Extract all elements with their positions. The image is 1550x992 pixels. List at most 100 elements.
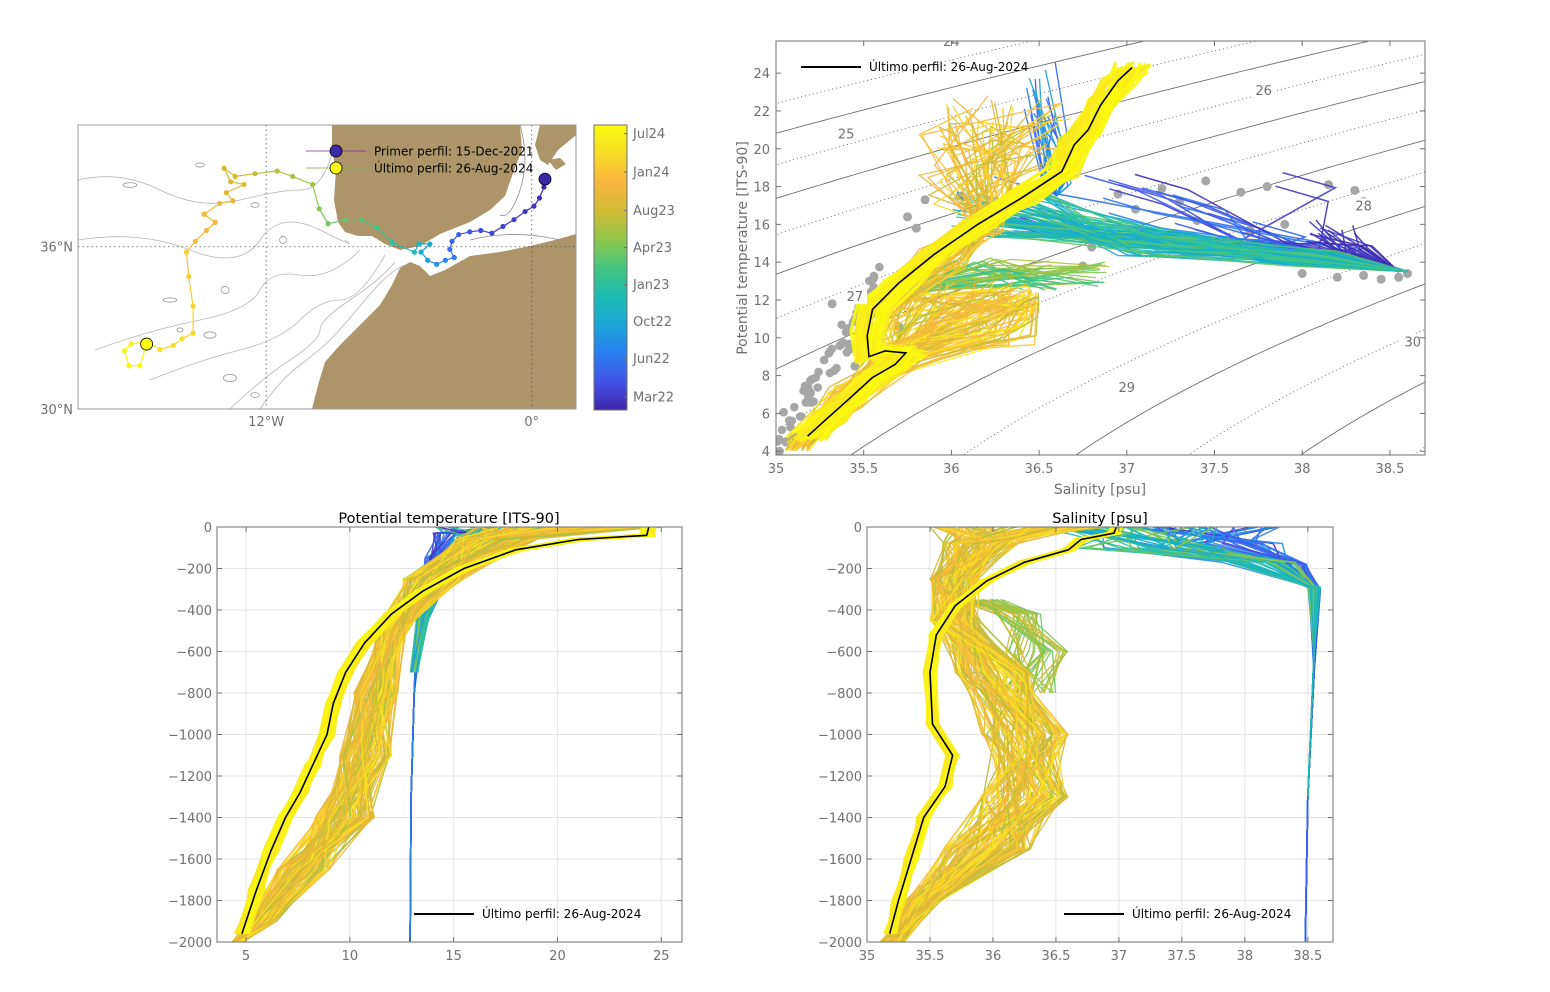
- depth-profile: [898, 527, 1073, 942]
- balearic-land: [548, 158, 566, 170]
- isopycnal-label-bg: [1114, 379, 1139, 395]
- profile-location: [241, 181, 247, 188]
- ts-axes: 35 35.5 36 36.5 37 37.5 38 38.54681012141618202…: [753, 41, 1425, 477]
- legend-last-marker: [329, 161, 343, 175]
- profile-location: [418, 249, 424, 255]
- legend-label: Último perfil: 26-Aug-2024: [482, 906, 641, 921]
- salinity-title: Salinity [psu]: [1052, 511, 1148, 527]
- isopycnal-label-bg: [1251, 83, 1276, 99]
- ts-x-tick-label: 36: [943, 462, 960, 477]
- profile-location: [170, 342, 176, 349]
- profile-location: [451, 254, 457, 261]
- temperature-legend: Último perfil: 26-Aug-2024: [414, 906, 641, 921]
- isopycnal-label-bg: [834, 126, 859, 142]
- ts-ylabel: Potential temperature [ITS-90]: [735, 141, 751, 355]
- x-tick-label: 25: [653, 949, 670, 964]
- last-profile-line: [888, 527, 1118, 934]
- y-tick-label: 0: [204, 521, 212, 536]
- track-segment: [185, 252, 190, 277]
- climatology-point: [803, 397, 813, 407]
- last-profile-line: [807, 66, 1133, 437]
- y-tick-label: −400: [176, 604, 212, 619]
- ts-profile: [1056, 209, 1408, 273]
- map-x-tick-label: 0°: [524, 415, 539, 430]
- ts-profile: [975, 207, 1408, 273]
- isopycnal-line: [776, 53, 1425, 236]
- ts-y-tick-label: 20: [753, 143, 770, 158]
- profile-location: [223, 190, 229, 196]
- depth-profile: [896, 527, 1025, 942]
- profile-location: [449, 238, 455, 244]
- climatology-point: [776, 434, 784, 444]
- profile-location: [310, 181, 316, 188]
- climatology-point: [824, 349, 833, 358]
- ts-profile: [1353, 232, 1400, 273]
- ts-profile: [1034, 210, 1408, 273]
- climatology-point: [806, 388, 816, 398]
- ts-x-tick-label: 38.5: [1375, 462, 1404, 477]
- colorbar-tick-label: Jan24: [632, 166, 670, 181]
- ts-y-tick-label: 10: [753, 332, 770, 347]
- float-track: [121, 165, 552, 369]
- ts-y-tick-label: 22: [753, 105, 770, 120]
- profile-location: [531, 203, 537, 209]
- climatology-point: [1262, 182, 1272, 192]
- ts-profile: [991, 222, 1408, 273]
- y-tick-label: −1200: [818, 770, 862, 785]
- y-tick-label: −200: [176, 563, 212, 578]
- climatology-point: [786, 422, 795, 432]
- colorbar-tick-label: Jan23: [632, 278, 670, 293]
- seamount-contour: [195, 162, 205, 168]
- track-segment: [312, 184, 320, 210]
- climatology-point: [1350, 185, 1360, 195]
- profile-location: [358, 217, 364, 223]
- x-tick-label: 15: [445, 949, 462, 964]
- ts-y-tick-label: 4: [762, 445, 770, 460]
- climatology-point: [1394, 272, 1404, 282]
- profile-location: [217, 200, 223, 207]
- profile-location: [433, 261, 440, 267]
- bathymetry-contour: [149, 254, 386, 381]
- seamount-contour: [176, 327, 184, 333]
- climatology-point: [1359, 270, 1369, 280]
- profile-location: [478, 227, 484, 234]
- profile-location: [290, 173, 296, 179]
- colorbar-tick-label: Oct22: [633, 315, 672, 330]
- climatology-point: [799, 386, 808, 396]
- depth-profile: [235, 527, 495, 942]
- ts-profile: [887, 258, 1110, 290]
- profile-location: [121, 348, 128, 354]
- depth-profile: [884, 527, 1061, 942]
- colorbar-gradient: [593, 124, 628, 411]
- y-tick-label: −400: [826, 604, 862, 619]
- profile-location: [489, 230, 495, 236]
- ts-y-tick-label: 16: [753, 218, 770, 233]
- map-panel: 12°W 0° 30°N 36°N Primer perfil: 15-Dec-202…: [40, 124, 577, 430]
- depth-profile: [234, 527, 478, 942]
- africa-land: [312, 234, 576, 409]
- y-tick-label: −1800: [818, 895, 862, 910]
- bathymetry-contour: [499, 125, 526, 217]
- x-tick-label: 10: [342, 949, 359, 964]
- profile-location: [203, 227, 209, 234]
- climatology-point: [832, 363, 841, 373]
- track-segment: [203, 202, 220, 215]
- y-tick-label: −1800: [168, 895, 212, 910]
- x-tick-label: 37: [1111, 949, 1128, 964]
- isopycnal-label: 30: [1404, 335, 1421, 350]
- france-land: [535, 125, 576, 165]
- ts-y-tick-label: 14: [753, 256, 770, 271]
- profile-location: [252, 171, 258, 177]
- profile-location: [183, 249, 190, 255]
- ts-profile: [1351, 225, 1400, 273]
- y-tick-label: −600: [826, 646, 862, 661]
- ts-x-tick-label: 35.5: [849, 462, 878, 477]
- climatology-point: [875, 262, 884, 272]
- seamount-contour: [222, 374, 238, 382]
- ts-profile: [798, 67, 1129, 434]
- map-y-tick-label: 30°N: [40, 403, 73, 418]
- ts-x-tick-label: 38: [1294, 462, 1311, 477]
- map-frame: [77, 124, 577, 410]
